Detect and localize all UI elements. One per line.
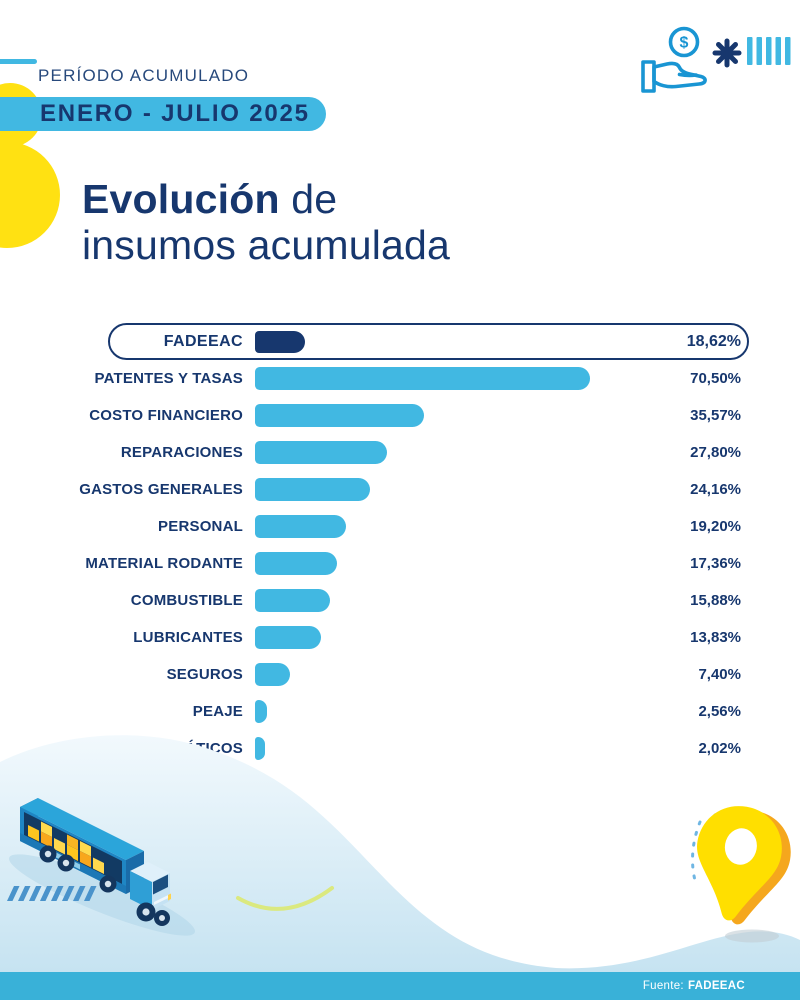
highlight-row-fadeeac: FADEEAC 18,62% [60, 323, 749, 360]
dollar-symbol: $ [680, 35, 689, 52]
row-value: 27,80% [690, 444, 741, 461]
cargo-truck-illustration [7, 798, 195, 936]
row-label: GASTOS GENERALES [79, 481, 243, 498]
source-prefix: Fuente: [642, 980, 684, 992]
period-label: PERÍODO ACUMULADO [38, 66, 250, 85]
footer-bar: Fuente: FADEEAC [0, 972, 800, 1000]
bar-chart: FADEEAC 18,62% PATENTES Y TASAS 70,50% C… [60, 323, 749, 767]
bar [255, 367, 590, 390]
tally-bars-icon [747, 37, 791, 65]
row-value: 2,02% [698, 740, 741, 757]
accent-line [0, 59, 37, 64]
chart-row: MATERIAL RODANTE 17,36% [60, 545, 749, 582]
asterisk-icon [712, 38, 742, 68]
chart-row: COSTO FINANCIERO 35,57% [60, 397, 749, 434]
row-label: SEGUROS [166, 666, 243, 683]
row-value: 70,50% [690, 370, 741, 387]
chart-row: PATENTES Y TASAS 70,50% [60, 360, 749, 397]
title-rest: de [279, 176, 338, 222]
chart-row: SEGUROS 7,40% [60, 656, 749, 693]
highlight-outline [108, 323, 749, 360]
row-label: PEAJE [192, 703, 243, 720]
bar [255, 626, 321, 649]
page-title-line2: insumos acumulada [82, 222, 451, 268]
hand-coin-icon: $ [641, 26, 707, 93]
row-value: 24,16% [690, 481, 741, 498]
chart-row: LUBRICANTES 13,83% [60, 619, 749, 656]
bar [255, 700, 267, 723]
period-pill: ENERO - JULIO 2025 [0, 97, 326, 131]
row-value: 18,62% [686, 332, 741, 350]
row-label: REPARACIONES [120, 444, 243, 461]
row-label: MATERIAL RODANTE [85, 555, 243, 572]
period-value: ENERO - JULIO 2025 [40, 100, 310, 127]
bar [255, 663, 290, 686]
bar [255, 515, 346, 538]
chart-row: PERSONAL 19,20% [60, 508, 749, 545]
row-value: 15,88% [690, 592, 741, 609]
road-dashes [7, 886, 97, 901]
row-label: COSTO FINANCIERO [89, 407, 243, 424]
bar [255, 589, 330, 612]
chart-row: GASTOS GENERALES 24,16% [60, 471, 749, 508]
page-title: Evolución de insumos acumulada [82, 176, 450, 268]
row-label: PATENTES Y TASAS [94, 370, 243, 387]
bar [255, 441, 387, 464]
page-title-line1: Evolución de [82, 176, 450, 222]
row-value: 2,56% [698, 703, 741, 720]
row-label: PERSONAL [158, 518, 243, 535]
row-value: 13,83% [690, 629, 741, 646]
chart-row: COMBUSTIBLE 15,88% [60, 582, 749, 619]
row-label: FADEEAC [163, 332, 243, 350]
bar [255, 478, 370, 501]
map-pin-illustration [691, 806, 791, 943]
source-name: FADEEAC [687, 980, 745, 992]
title-emphasis: Evolución [82, 176, 280, 222]
row-value: 7,40% [698, 666, 741, 683]
row-value: 17,36% [690, 555, 741, 572]
chart-row: REPARACIONES 27,80% [60, 434, 749, 471]
bar [255, 737, 265, 760]
yellow-circle-decoration [0, 142, 60, 248]
chart-row: PEAJE 2,56% [60, 693, 749, 730]
bar [255, 552, 337, 575]
highlight-bar [255, 330, 305, 353]
row-label: COMBUSTIBLE [130, 592, 243, 609]
row-value: 19,20% [690, 518, 741, 535]
wave-background [0, 735, 800, 972]
brand-icons: $ [640, 25, 791, 100]
row-value: 35,57% [690, 407, 741, 424]
bar [255, 404, 424, 427]
row-label: LUBRICANTES [133, 629, 243, 646]
